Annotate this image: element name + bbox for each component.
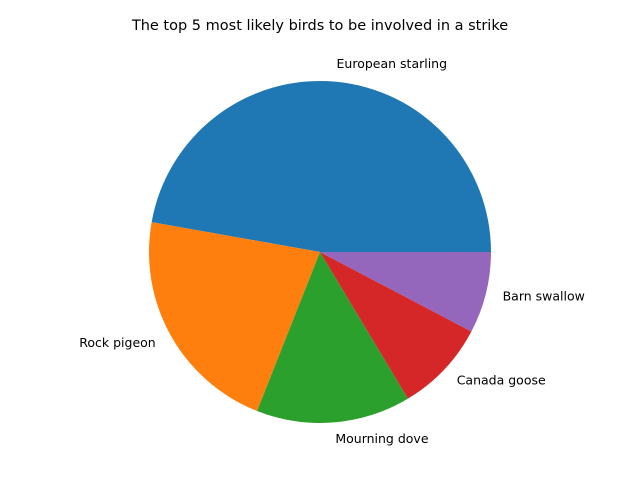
pie-slice-mourning-dove bbox=[257, 252, 408, 423]
pie-label-rock-pigeon: Rock pigeon bbox=[79, 335, 155, 350]
pie-labels: European starling Rock pigeon Mourning dov… bbox=[79, 56, 585, 446]
pie-slice-barn-swallow bbox=[320, 252, 491, 332]
pie-slices bbox=[149, 81, 491, 423]
pie-label-european-starling: European starling bbox=[337, 56, 448, 71]
pie-label-barn-swallow: Barn swallow bbox=[503, 289, 585, 304]
pie-slice-canada-goose bbox=[320, 252, 472, 399]
pie-slice-european-starling bbox=[151, 81, 491, 252]
chart-title: The top 5 most likely birds to be involv… bbox=[131, 18, 508, 34]
pie-label-canada-goose: Canada goose bbox=[457, 373, 546, 388]
pie-label-mourning-dove: Mourning dove bbox=[335, 431, 428, 446]
pie-slice-rock-pigeon bbox=[149, 222, 320, 411]
